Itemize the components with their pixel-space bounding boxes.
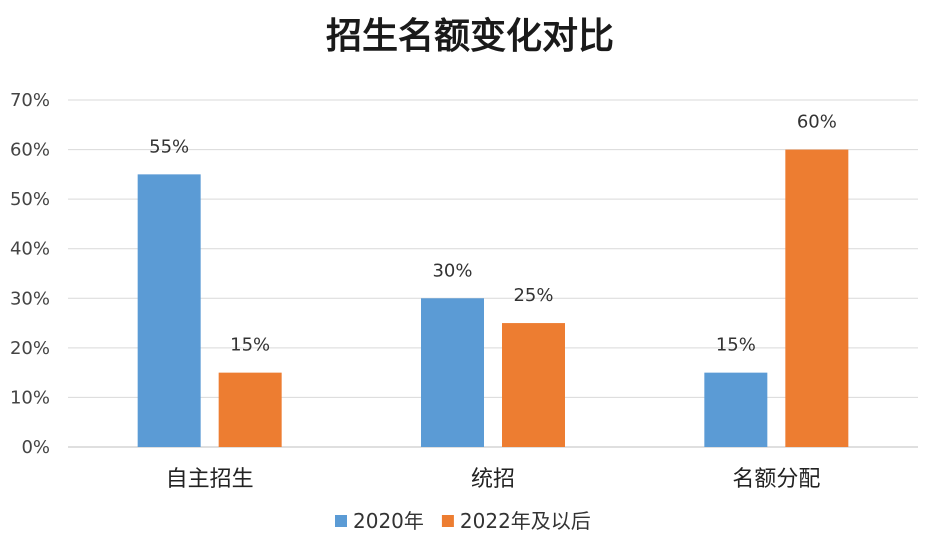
y-axis-ticks: 0% 10% 20% 30% 40% 50% 60% 70% bbox=[10, 90, 50, 458]
legend-label: 2022年及以后 bbox=[460, 509, 591, 533]
x-axis-categories: 自主招生 统招 名额分配 bbox=[166, 467, 821, 492]
bar-series2 bbox=[785, 149, 849, 448]
y-tick-label: 70% bbox=[10, 90, 50, 111]
y-tick-label: 30% bbox=[10, 288, 50, 309]
legend-swatch bbox=[441, 515, 454, 527]
bars bbox=[137, 149, 849, 448]
data-label: 60% bbox=[797, 112, 837, 133]
y-tick-label: 0% bbox=[21, 437, 50, 458]
y-tick-label: 40% bbox=[10, 239, 50, 260]
data-label: 25% bbox=[513, 285, 553, 306]
legend: 2020年 2022年及以后 bbox=[335, 509, 591, 533]
data-label: 30% bbox=[432, 260, 472, 281]
bar-series2 bbox=[502, 323, 565, 447]
y-tick-label: 50% bbox=[10, 189, 50, 210]
legend-swatch bbox=[335, 515, 347, 527]
data-label: 15% bbox=[716, 335, 756, 356]
y-tick-label: 20% bbox=[10, 338, 50, 359]
bar-series2 bbox=[218, 372, 282, 447]
chart-title: 招生名额变化对比 bbox=[326, 15, 614, 57]
bar-series1 bbox=[137, 174, 201, 447]
bar-series1 bbox=[704, 372, 768, 447]
y-tick-label: 10% bbox=[10, 387, 50, 408]
y-tick-label: 60% bbox=[10, 140, 50, 161]
category-label: 自主招生 bbox=[166, 467, 254, 492]
data-labels: 55% 15% 30% 25% 15% 60% bbox=[149, 112, 837, 356]
data-label: 55% bbox=[149, 136, 189, 157]
bar-series1 bbox=[421, 298, 484, 447]
data-label: 15% bbox=[230, 335, 270, 356]
category-label: 统招 bbox=[471, 467, 515, 492]
gridlines bbox=[68, 99, 918, 448]
category-label: 名额分配 bbox=[732, 467, 820, 492]
legend-label: 2020年 bbox=[353, 509, 424, 533]
